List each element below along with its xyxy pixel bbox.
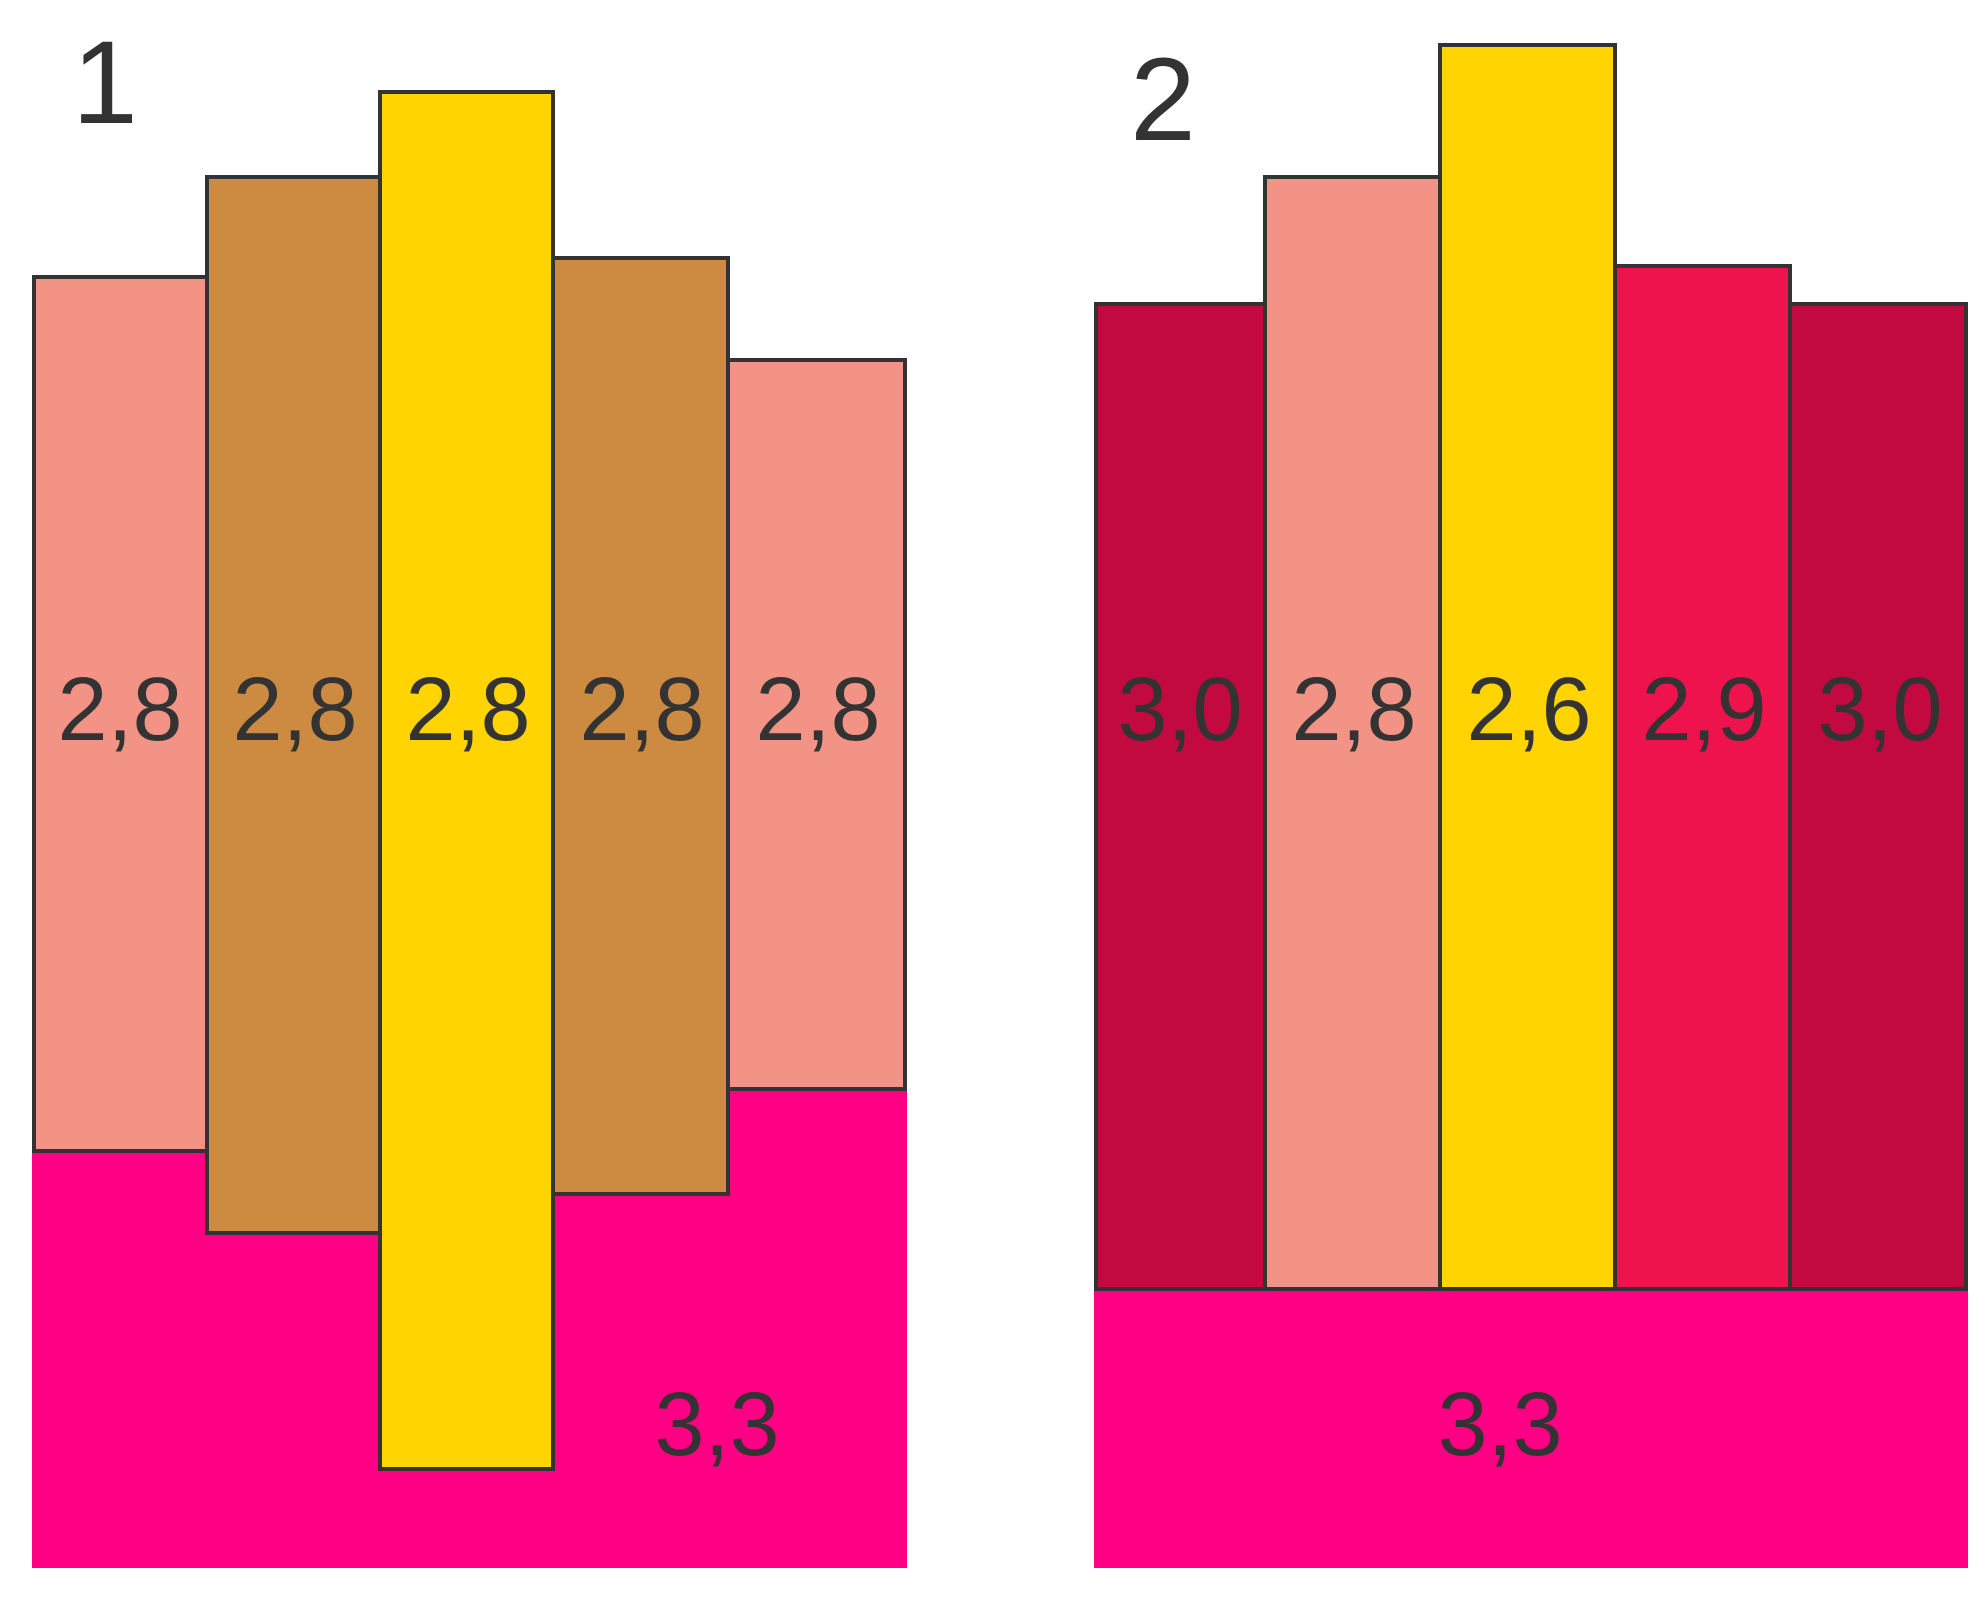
group-1-bar-1: [32, 275, 209, 1153]
group-1-base-bar-value: 3,3: [654, 1375, 780, 1475]
group-1-title: 1: [72, 17, 138, 149]
group-1-bar-3-value: 2,8: [405, 660, 531, 760]
group-1-bar-1-value: 2,8: [57, 660, 183, 760]
group-1-bar-5: [726, 358, 907, 1091]
group-2-title: 2: [1130, 34, 1196, 166]
group-2-bar-3: [1438, 43, 1617, 1291]
group-2-bar-5: [1788, 302, 1968, 1291]
group-2-bar-2: [1263, 175, 1442, 1291]
group-2-bar-4: [1613, 264, 1792, 1291]
group-1-bar-2-value: 2,8: [232, 660, 358, 760]
group-2-bar-1: [1094, 302, 1267, 1291]
group-2-bar-3-value: 2,6: [1466, 660, 1592, 760]
group-1-bar-3: [378, 90, 555, 1471]
group-1-bar-4: [551, 256, 730, 1196]
group-2-bar-5-value: 3,0: [1817, 660, 1943, 760]
group-2-bar-4-value: 2,9: [1641, 660, 1767, 760]
group-2-base-bar-value: 3,3: [1437, 1375, 1563, 1475]
group-1-bar-5-value: 2,8: [755, 660, 881, 760]
group-1-bar-2: [205, 175, 382, 1235]
group-2-bar-2-value: 2,8: [1291, 660, 1417, 760]
group-2-base-bar: [1094, 1289, 1968, 1568]
group-2-bar-1-value: 3,0: [1117, 660, 1243, 760]
group-1-bar-4-value: 2,8: [579, 660, 705, 760]
